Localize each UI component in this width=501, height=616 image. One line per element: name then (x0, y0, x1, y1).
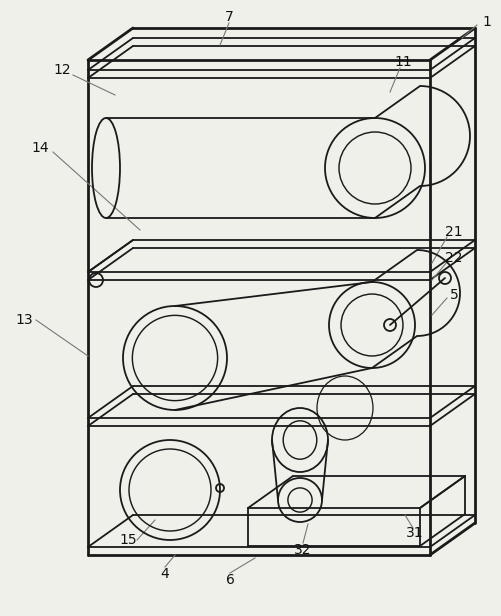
Text: 15: 15 (119, 533, 137, 547)
Text: 6: 6 (225, 573, 234, 587)
Text: 13: 13 (15, 313, 33, 327)
Text: 22: 22 (444, 251, 462, 265)
Text: 32: 32 (294, 543, 311, 557)
Text: 7: 7 (224, 10, 233, 24)
Text: 5: 5 (449, 288, 457, 302)
Text: 14: 14 (31, 141, 49, 155)
Text: 11: 11 (393, 55, 411, 69)
Text: 12: 12 (53, 63, 71, 77)
Text: 1: 1 (481, 15, 490, 29)
Text: 4: 4 (160, 567, 169, 581)
Text: 21: 21 (444, 225, 462, 239)
Text: 31: 31 (405, 526, 423, 540)
